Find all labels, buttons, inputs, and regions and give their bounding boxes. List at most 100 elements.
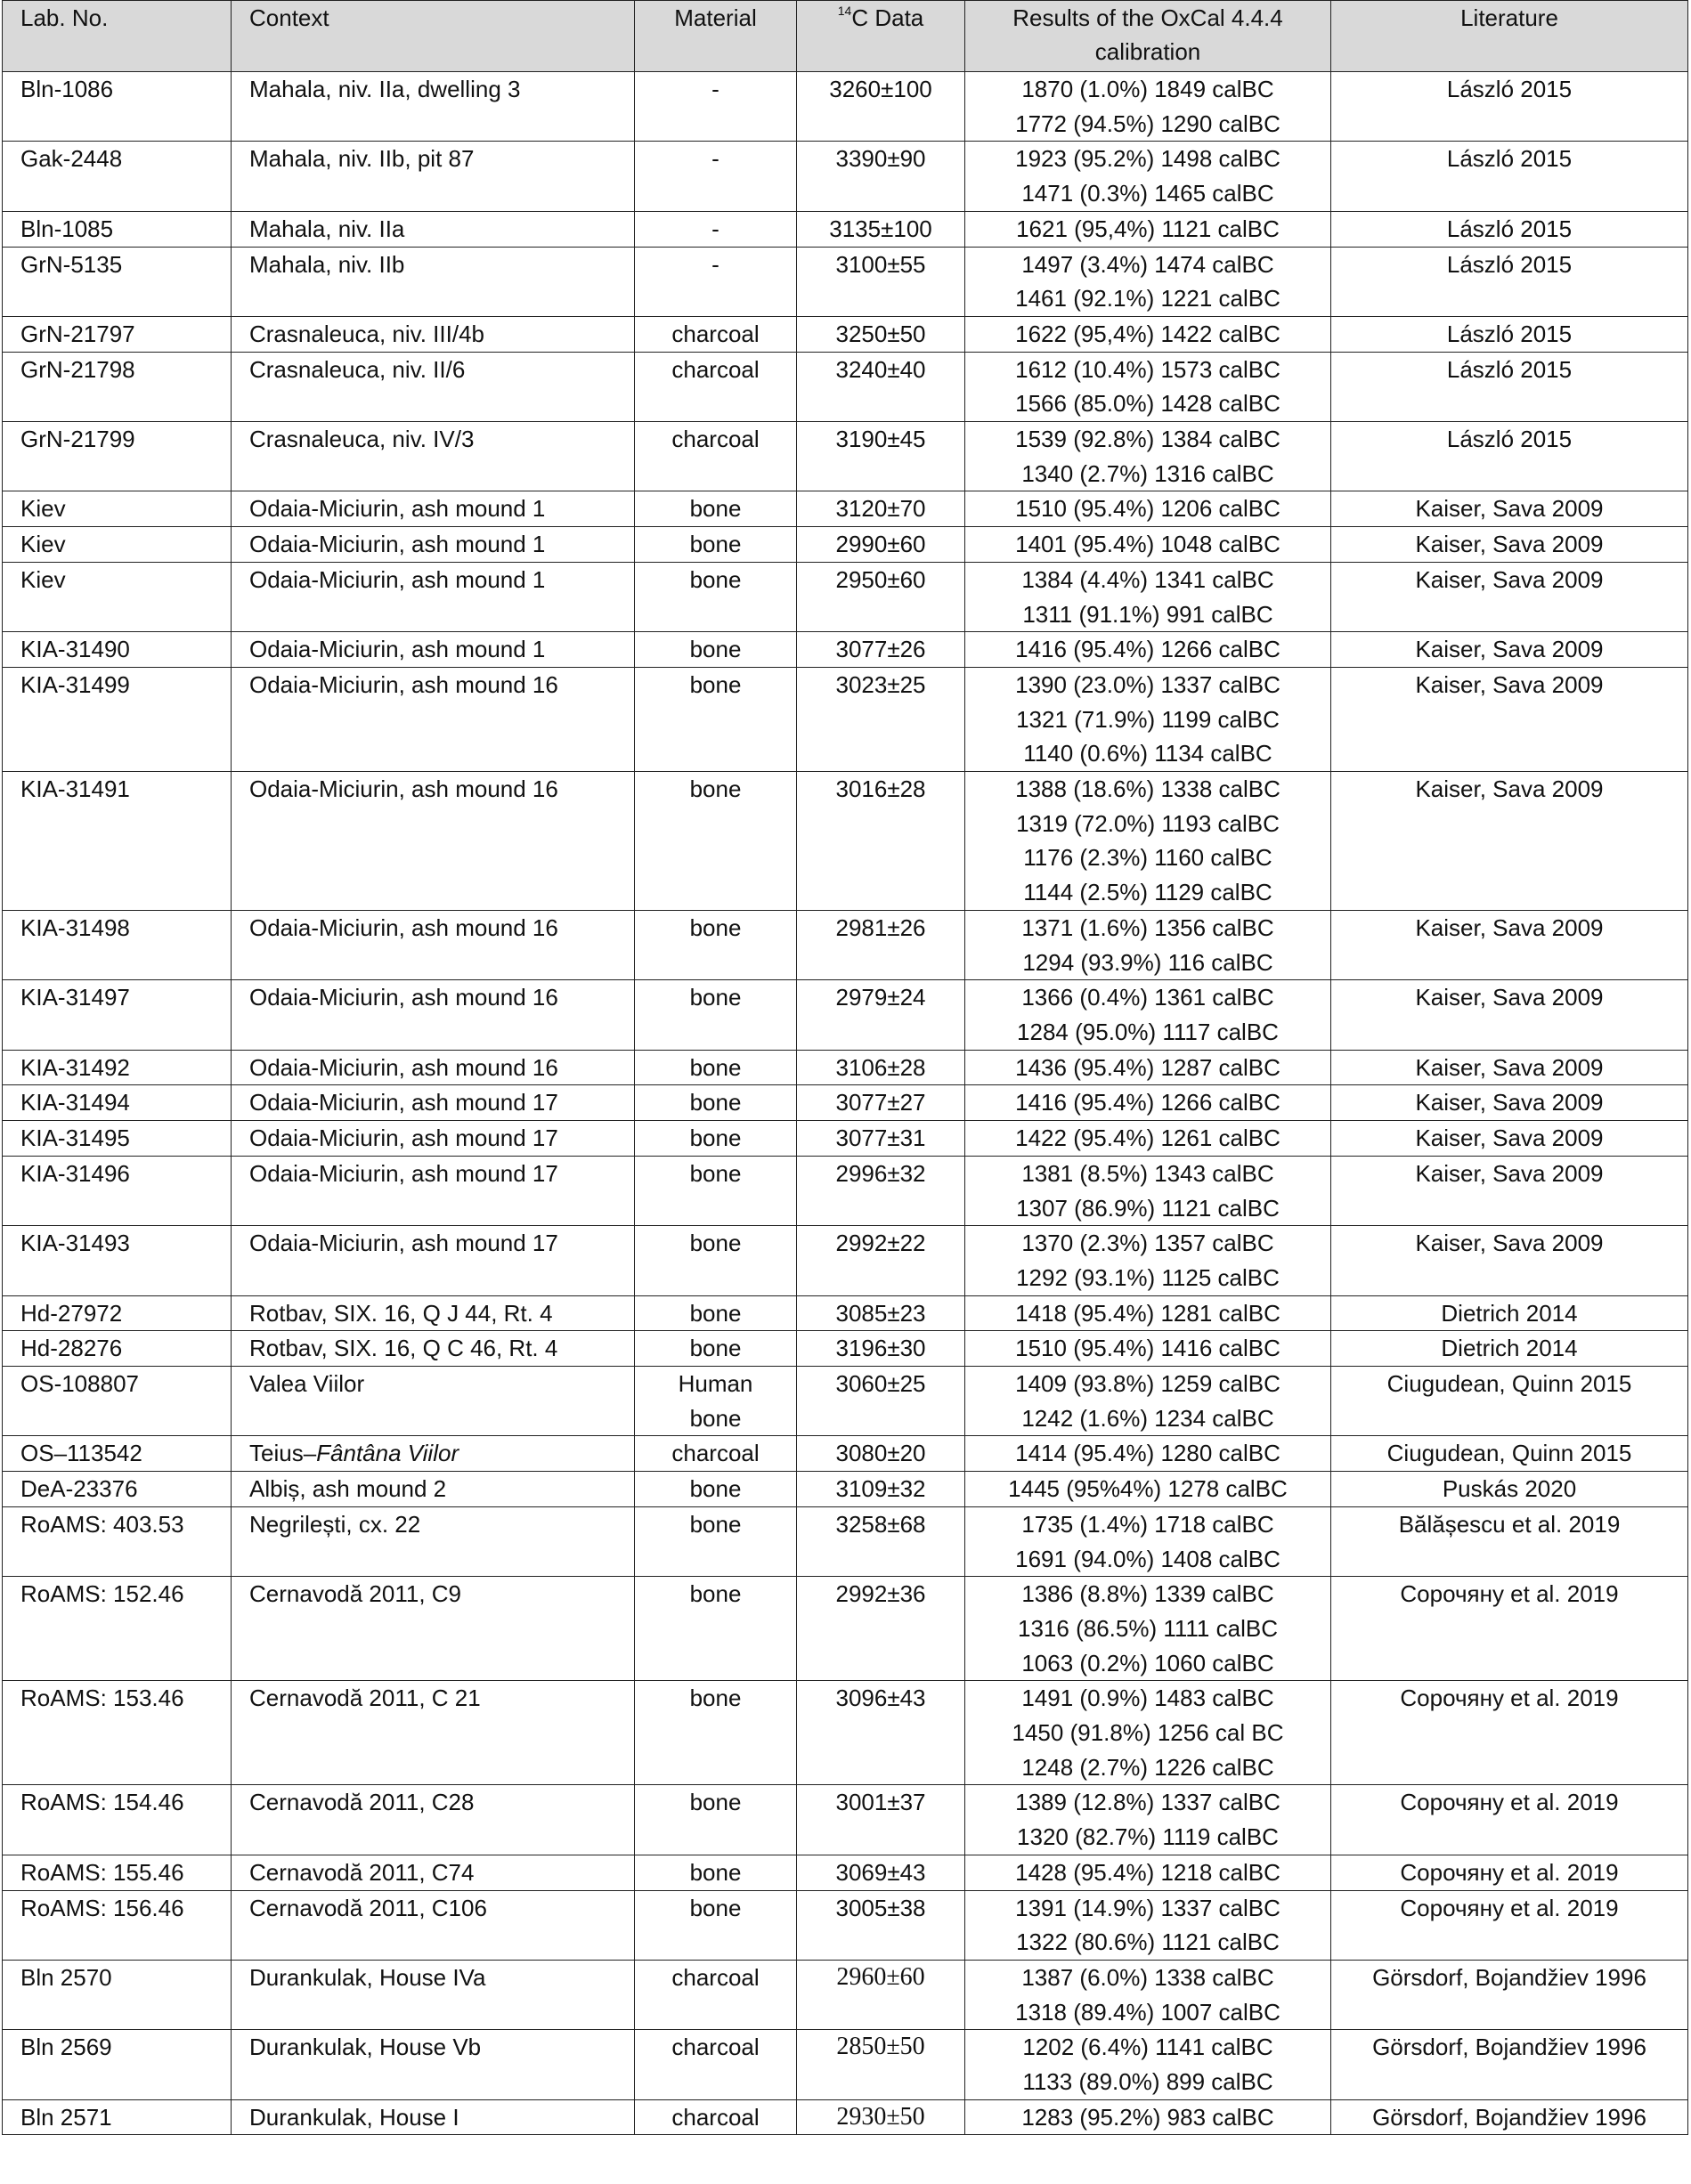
cell-lab-no: Hd-27972 [2, 1295, 232, 1332]
cell-literature: Kaiser, Sava 2009 [1330, 1225, 1688, 1296]
context-text: Fântâna Viilor [316, 1440, 459, 1467]
cell-calibration-results: 1418 (95.4%) 1281 calBC [964, 1295, 1331, 1332]
cell-material: bone [634, 1680, 797, 1786]
calibration-range: 1416 (95.4%) 1266 calBC [1015, 1089, 1280, 1116]
header-c14-data: 14C Data [796, 0, 965, 72]
cell-lab-no: Bln 2569 [2, 2029, 232, 2100]
context-text: Negrilești, cx. 22 [249, 1510, 421, 1538]
cell-literature: Puskás 2020 [1330, 1471, 1688, 1507]
cell-context: Odaia-Miciurin, ash mound 17 [231, 1084, 635, 1122]
context-text: Odaia-Miciurin, ash mound 17 [249, 1089, 558, 1116]
material-line: bone [689, 913, 742, 941]
cell-c14-data: 2960±60 [796, 1959, 965, 2031]
calibration-range: 1621 (95,4%) 1121 calBC [1016, 215, 1280, 242]
cell-material: bone [634, 1471, 797, 1507]
calibration-range: 1284 (95.0%) 1117 calBC [1017, 1018, 1279, 1045]
cell-literature: Kaiser, Sava 2009 [1330, 1155, 1688, 1227]
cell-material: bone [634, 1506, 797, 1578]
cell-lab-no: GrN-21799 [2, 421, 232, 492]
cell-material: bone [634, 631, 797, 668]
calibration-range: 1320 (82.7%) 1119 calBC [1017, 1823, 1279, 1851]
cell-c14-data: 3196±30 [796, 1330, 965, 1368]
context-text: Cernavodă 2011, C74 [249, 1858, 475, 1886]
table-row: GrN-21798 Crasnaleuca, niv. II/6 charcoal 3… [2, 351, 1688, 423]
cell-c14-data: 3096±43 [796, 1680, 965, 1786]
table-row: KIA-31498 Odaia-Miciurin, ash mound 16 bon… [2, 909, 1688, 981]
cell-c14-data: 2992±22 [796, 1225, 965, 1296]
cell-c14-data: 2950±60 [796, 561, 965, 633]
cell-context: Crasnaleuca, niv. IV/3 [231, 421, 635, 492]
cell-calibration-results: 1401 (95.4%) 1048 calBC [964, 526, 1331, 563]
calibration-range: 1612 (10.4%) 1573 calBC [1015, 355, 1280, 383]
cell-calibration-results: 1386 (8.8%) 1339 calBC 1316 (86.5%) 1111 … [964, 1576, 1331, 1682]
table-row: OS-108807 Valea Viilor Human bone 3060±25 140… [2, 1366, 1688, 1437]
calibration-range: 1283 (95.2%) 983 calBC [1021, 2103, 1274, 2131]
table-row: DeA-23376 Albiș, ash mound 2 bone 3109±32 14… [2, 1471, 1688, 1507]
cell-literature: Сорочяну et al. 2019 [1330, 1680, 1688, 1786]
cell-literature: Kaiser, Sava 2009 [1330, 666, 1688, 773]
cell-literature: László 2015 [1330, 210, 1688, 248]
cell-lab-no: GrN-21798 [2, 351, 232, 423]
calibration-range: 1436 (95.4%) 1287 calBC [1015, 1053, 1280, 1081]
cell-context: Teius–Fântâna Viilor [231, 1435, 635, 1473]
cell-context: Odaia-Miciurin, ash mound 16 [231, 771, 635, 911]
cell-material: bone [634, 561, 797, 633]
cell-literature: Kaiser, Sava 2009 [1330, 526, 1688, 563]
cell-c14-data: 3085±23 [796, 1295, 965, 1332]
context-text: Durankulak, House I [249, 2103, 459, 2131]
material-line: charcoal [671, 355, 760, 383]
cell-context: Odaia-Miciurin, ash mound 1 [231, 561, 635, 633]
cell-material: bone [634, 1889, 797, 1961]
cell-literature: Görsdorf, Bojandžiev 1996 [1330, 1959, 1688, 2031]
cell-material: bone [634, 1295, 797, 1332]
cell-c14-data: 3190±45 [796, 421, 965, 492]
calibration-range: 1923 (95.2%) 1498 calBC [1015, 145, 1280, 173]
context-text: Odaia-Miciurin, ash mound 16 [249, 775, 558, 803]
cell-material: bone [634, 1330, 797, 1368]
header-literature: Literature [1330, 0, 1688, 72]
material-line: bone [689, 1685, 742, 1712]
cell-literature: László 2015 [1330, 351, 1688, 423]
cell-c14-data: 3077±26 [796, 631, 965, 668]
cell-context: Crasnaleuca, niv. II/6 [231, 351, 635, 423]
cell-literature: Kaiser, Sava 2009 [1330, 631, 1688, 668]
cell-context: Durankulak, House IVa [231, 1959, 635, 2031]
table-row: Kiev Odaia-Miciurin, ash mound 1 bone 2950±… [2, 561, 1688, 633]
cell-context: Cernavodă 2011, C74 [231, 1854, 635, 1891]
cell-context: Mahala, niv. IIa, dwelling 3 [231, 70, 635, 142]
calibration-range: 1390 (23.0%) 1337 calBC [1015, 670, 1280, 698]
cell-context: Durankulak, House I [231, 2099, 635, 2136]
cell-calibration-results: 1870 (1.0%) 1849 calBC 1772 (94.5%) 1290 … [964, 70, 1331, 142]
cell-lab-no: KIA-31495 [2, 1120, 232, 1157]
table-row: RoAMS: 153.46 Cernavodă 2011, C 21 bone 309… [2, 1680, 1688, 1786]
table-row: KIA-31492 Odaia-Miciurin, ash mound 16 bon… [2, 1049, 1688, 1086]
cell-literature: Сорочяну et al. 2019 [1330, 1784, 1688, 1855]
cell-lab-no: Kiev [2, 491, 232, 528]
context-text: Mahala, niv. IIa, dwelling 3 [249, 76, 521, 102]
context-text: Odaia-Miciurin, ash mound 17 [249, 1124, 558, 1152]
cell-calibration-results: 1409 (93.8%) 1259 calBC 1242 (1.6%) 1234 … [964, 1366, 1331, 1437]
context-text: Odaia-Miciurin, ash mound 1 [249, 531, 546, 558]
cell-literature: Görsdorf, Bojandžiev 1996 [1330, 2099, 1688, 2136]
cell-lab-no: Bln-1086 [2, 70, 232, 142]
material-line: bone [689, 565, 742, 593]
cell-calibration-results: 1416 (95.4%) 1266 calBC [964, 1084, 1331, 1122]
cell-literature: Ciugudean, Quinn 2015 [1330, 1435, 1688, 1473]
cell-material: bone [634, 1049, 797, 1086]
cell-calibration-results: 1370 (2.3%) 1357 calBC 1292 (93.1%) 1125 … [964, 1225, 1331, 1296]
calibration-range: 1471 (0.3%) 1465 calBC [1021, 180, 1274, 207]
cell-literature: László 2015 [1330, 315, 1688, 353]
cell-literature: Görsdorf, Bojandžiev 1996 [1330, 2029, 1688, 2100]
context-text: Rotbav, SIX. 16, Q J 44, Rt. 4 [249, 1299, 553, 1327]
table-row: Hd-28276 Rotbav, SIX. 16, Q C 46, Rt. 4 bo… [2, 1330, 1688, 1368]
header-material: Material [634, 0, 797, 72]
material-line: - [711, 145, 719, 173]
header-context: Context [231, 0, 635, 72]
cell-c14-data: 3023±25 [796, 666, 965, 773]
calibration-range: 1371 (1.6%) 1356 calBC [1021, 913, 1274, 941]
table-header: Lab. No. Context Material 14C Data Resul… [2, 0, 1688, 72]
cell-c14-data: 3077±31 [796, 1120, 965, 1157]
context-text: Odaia-Miciurin, ash mound 1 [249, 636, 546, 663]
cell-lab-no: Gak-2448 [2, 141, 232, 212]
cell-calibration-results: 1414 (95.4%) 1280 calBC [964, 1435, 1331, 1473]
